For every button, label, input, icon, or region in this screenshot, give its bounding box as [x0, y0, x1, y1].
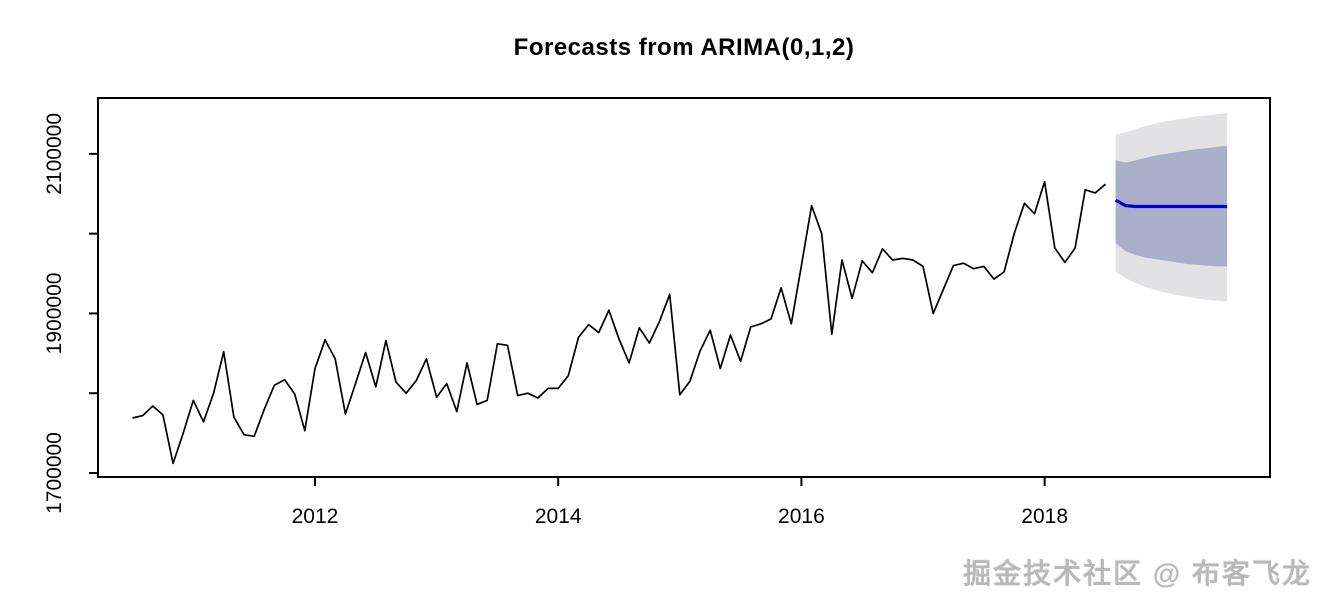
chart-title: Forecasts from ARIMA(0,1,2) — [513, 34, 855, 61]
x-tick-label: 2014 — [535, 505, 582, 528]
watermark: 掘金技术社区 @ 布客飞龙 — [963, 558, 1312, 589]
y-tick-label: 1900000 — [43, 273, 66, 355]
plot-border — [97, 97, 1271, 478]
x-tick-label: 2016 — [778, 505, 825, 528]
x-tick-label: 2018 — [1021, 505, 1068, 528]
observed-series-line — [132, 180, 1107, 465]
forecast-mean-series — [1114, 198, 1228, 209]
y-tick-label: 2100000 — [43, 113, 66, 195]
forecast-mean-line — [1114, 198, 1228, 209]
observed-series — [132, 180, 1107, 465]
y-tick-label: 1700000 — [43, 432, 66, 514]
x-tick-label: 2012 — [292, 505, 339, 528]
axes: 2012 2014 2016 2018 1700000 1900000 2100000 — [43, 97, 1271, 528]
